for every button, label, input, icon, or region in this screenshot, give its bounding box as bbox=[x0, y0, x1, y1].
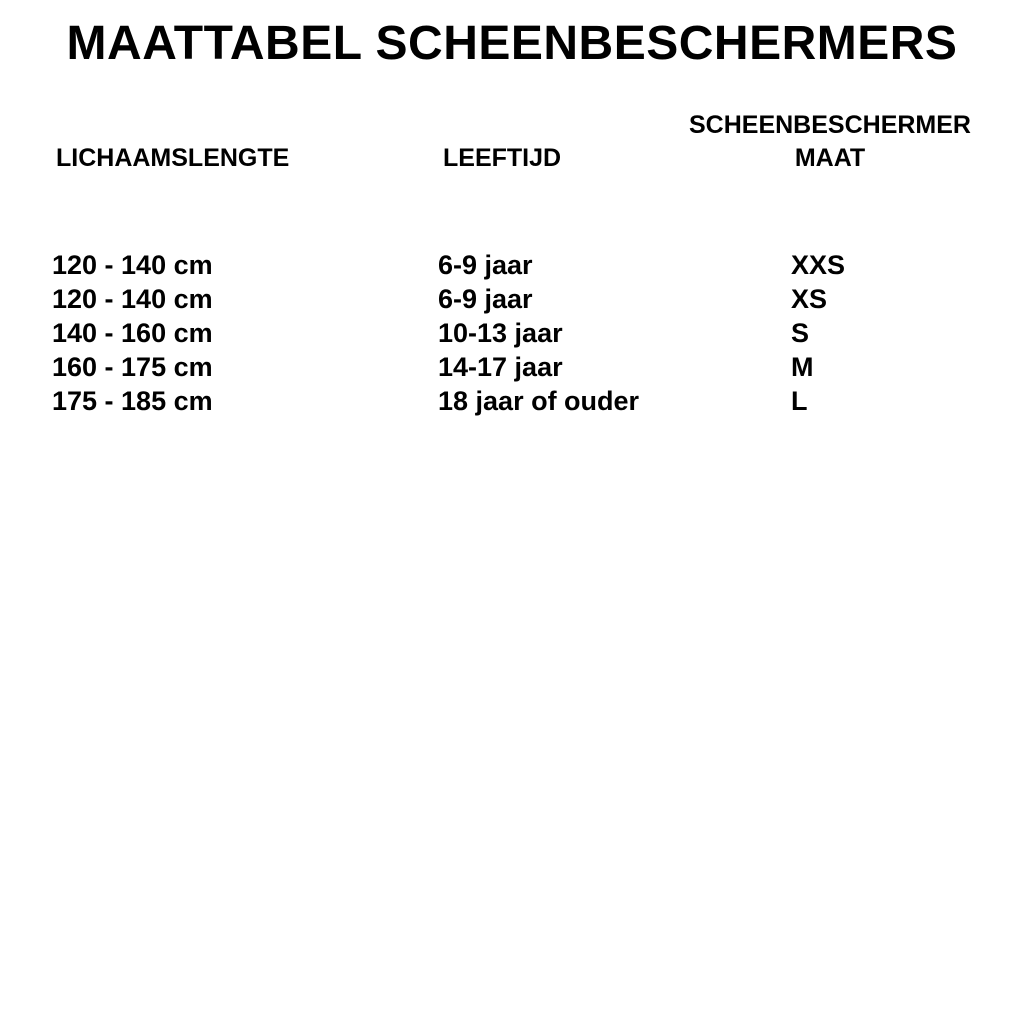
table-cell: 140 - 160 cm bbox=[52, 318, 213, 348]
column-header: SCHEENBESCHERMER bbox=[689, 111, 971, 139]
table-cell: S bbox=[791, 318, 810, 348]
table-cell: L bbox=[791, 386, 808, 416]
table-cell: 6-9 jaar bbox=[438, 250, 533, 280]
column-header: LEEFTIJD bbox=[443, 144, 562, 172]
table-cell: XXS bbox=[791, 250, 846, 280]
table-cell: 18 jaar of ouder bbox=[438, 386, 640, 416]
table-cell: 6-9 jaar bbox=[438, 284, 533, 314]
table-cell: 120 - 140 cm bbox=[52, 250, 213, 280]
table-cell: 160 - 175 cm bbox=[52, 352, 213, 382]
table-cell: 14-17 jaar bbox=[438, 352, 563, 382]
table-cell: 120 - 140 cm bbox=[52, 284, 213, 314]
table-cell: 175 - 185 cm bbox=[52, 386, 213, 416]
table-cell: 10-13 jaar bbox=[438, 318, 563, 348]
table-cell: XS bbox=[791, 284, 828, 314]
column-header: MAAT bbox=[794, 144, 866, 172]
table-cell: M bbox=[791, 352, 814, 382]
title: MAATTABEL SCHEENBESCHERMERS bbox=[66, 17, 958, 70]
column-header: LICHAAMSLENGTE bbox=[56, 144, 290, 172]
